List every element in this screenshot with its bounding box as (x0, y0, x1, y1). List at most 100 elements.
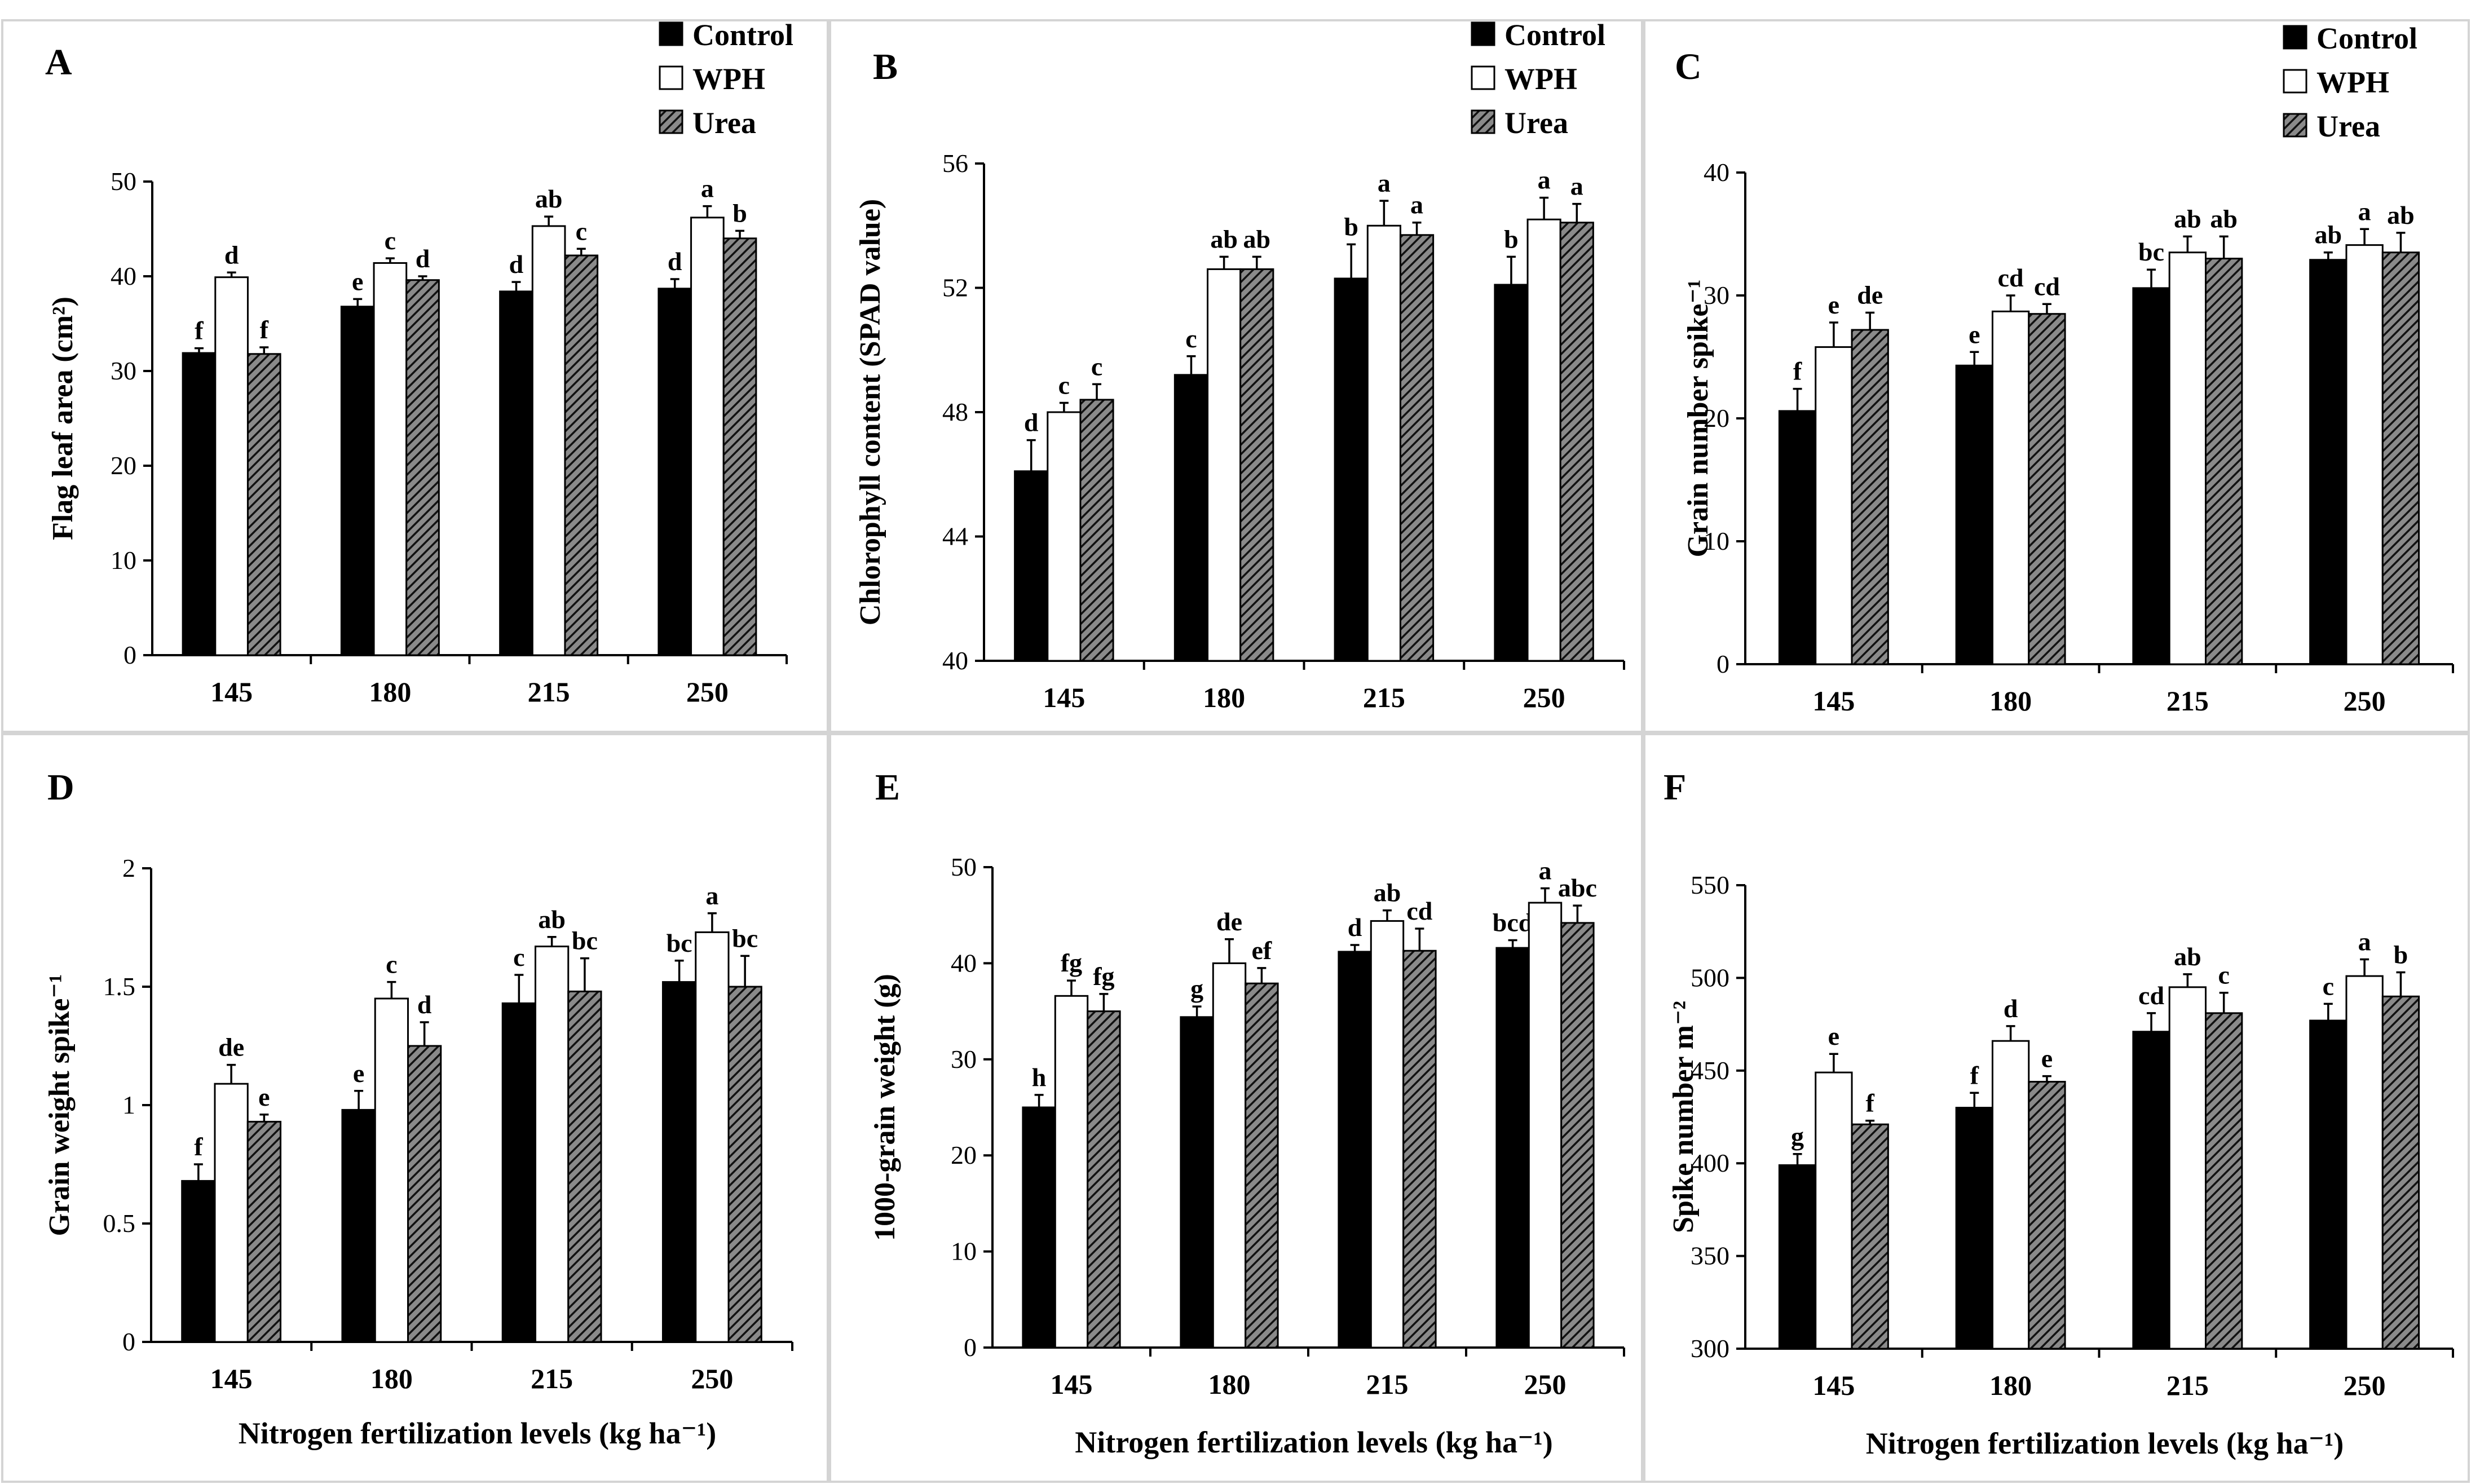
error-bar-e-control-145 (1034, 1094, 1044, 1107)
error-bar-a-urea-145 (259, 346, 269, 354)
error-bar-e-wph-250 (1541, 887, 1550, 903)
legend-swatch-c-wph (2283, 69, 2307, 94)
x-tick-label-d-145: 145 (210, 1363, 253, 1394)
bar-e-wph-250 (1528, 902, 1563, 1349)
error-bar-a-wph-180 (385, 257, 395, 263)
bar-a-control-145 (182, 352, 217, 656)
bar-f-urea-180 (2028, 1081, 2066, 1350)
sig-letter-f-control-180: f (1970, 1061, 1979, 1089)
y-tick-label-a-2: 20 (111, 451, 136, 480)
error-bar-a-urea-215 (576, 248, 586, 256)
error-bar-d-urea-250 (740, 955, 750, 987)
error-bar-a-control-250 (670, 278, 679, 289)
sig-letter-a-wph-250: a (701, 174, 714, 203)
bar-d-urea-215 (567, 990, 602, 1343)
bar-d-urea-180 (407, 1045, 442, 1343)
error-bar-c-wph-180 (2006, 294, 2015, 312)
bar-e-wph-215 (1370, 920, 1405, 1349)
sig-letter-b-control-180: c (1185, 324, 1197, 353)
sig-letter-c-urea-215: ab (2210, 204, 2238, 233)
legend-label-b-wph: WPH (1504, 62, 1577, 96)
bar-c-wph-215 (2168, 251, 2207, 665)
sig-letter-d-wph-250: a (705, 881, 718, 910)
error-bar-a-control-180 (353, 298, 363, 307)
sig-letter-c-wph-180: cd (1998, 263, 2024, 292)
bar-d-wph-215 (534, 946, 570, 1343)
x-axis-label-d: Nitrogen fertilization levels (kg ha⁻¹) (239, 1416, 717, 1450)
x-tick-label-c-145: 145 (1812, 685, 1855, 717)
sig-letter-c-control-180: e (1969, 320, 1980, 348)
panel-frame-d (1, 733, 829, 1483)
error-bar-d-urea-215 (580, 957, 589, 992)
sig-letter-c-wph-250: a (2358, 197, 2371, 226)
y-tick-label-a-3: 30 (111, 356, 136, 385)
x-tick-label-e-250: 250 (1524, 1368, 1567, 1400)
bar-e-urea-145 (1087, 1010, 1121, 1349)
error-bar-c-urea-145 (1865, 311, 1875, 330)
sig-letter-c-urea-250: ab (2387, 201, 2415, 229)
bar-d-urea-250 (727, 986, 762, 1343)
sig-letter-e-urea-215: cd (1406, 896, 1432, 925)
error-bar-d-control-215 (514, 974, 524, 1004)
sig-letter-f-wph-180: d (2004, 994, 2018, 1023)
y-tick-label-e-2: 20 (951, 1141, 977, 1169)
bar-f-control-180 (1955, 1107, 1993, 1350)
bar-b-urea-250 (1559, 222, 1594, 662)
bar-b-control-145 (1014, 470, 1049, 662)
sig-letter-e-wph-215: ab (1374, 878, 1401, 907)
y-tick-label-f-5: 550 (1691, 871, 1729, 899)
sig-letter-e-control-250: bcd (1493, 908, 1533, 937)
y-tick-label-d-4: 2 (122, 854, 135, 882)
legend-label-c-wph: WPH (2316, 65, 2389, 99)
error-bar-c-urea-250 (2396, 232, 2406, 253)
sig-letter-a-control-145: f (195, 316, 204, 345)
bar-e-wph-180 (1212, 962, 1247, 1349)
error-bar-b-control-215 (1347, 243, 1356, 279)
legend-swatch-a-urea (659, 109, 683, 134)
bar-b-control-215 (1334, 277, 1369, 662)
error-bar-c-urea-180 (2042, 303, 2051, 314)
sig-letter-d-wph-145: de (218, 1033, 244, 1062)
y-tick-label-d-3: 1.5 (103, 972, 136, 1001)
chart-panel-e: E 0 10 20 30 40 50 1000-grain weight (g) h fg fg 14… (869, 767, 1625, 1459)
sig-letter-c-control-145: f (1793, 357, 1802, 386)
error-bar-d-urea-145 (259, 1114, 269, 1122)
y-tick-label-c-1: 10 (1704, 527, 1729, 555)
sig-letter-c-wph-215: ab (2174, 204, 2201, 233)
y-tick-label-d-2: 1 (122, 1090, 135, 1119)
bar-b-wph-145 (1047, 411, 1082, 662)
x-tick-label-d-250: 250 (691, 1363, 733, 1394)
bar-c-control-145 (1778, 410, 1817, 665)
bar-a-control-215 (499, 290, 533, 656)
bar-e-urea-250 (1560, 922, 1595, 1349)
error-bar-a-wph-250 (703, 205, 712, 218)
error-bar-f-control-180 (1970, 1092, 1979, 1108)
chart-panel-f: F 300 350 400 450 500 550 Spike number m⁻² g e f 14… (1663, 767, 2454, 1460)
y-tick-label-f-2: 400 (1691, 1149, 1729, 1177)
bar-f-wph-250 (2345, 975, 2384, 1350)
legend-label-a-urea: Urea (692, 106, 756, 140)
x-tick-label-b-250: 250 (1523, 682, 1565, 713)
error-bar-e-urea-145 (1099, 993, 1109, 1012)
bar-a-urea-145 (246, 353, 281, 656)
error-bar-c-urea-215 (2219, 235, 2229, 259)
sig-letter-f-control-250: c (2323, 971, 2334, 1000)
error-bar-f-wph-180 (2006, 1025, 2015, 1041)
sig-letter-a-urea-180: d (416, 244, 430, 273)
bar-b-wph-180 (1207, 268, 1242, 662)
error-bar-b-urea-250 (1572, 202, 1582, 223)
x-tick-label-c-180: 180 (1989, 685, 2032, 717)
sig-letter-e-urea-145: fg (1093, 962, 1114, 991)
error-bar-b-wph-250 (1539, 196, 1549, 220)
panel-frame-e (829, 733, 1643, 1483)
bar-f-wph-145 (1815, 1071, 1853, 1350)
y-tick-label-e-3: 30 (951, 1045, 977, 1074)
bar-c-wph-145 (1815, 346, 1853, 665)
y-tick-label-b-1: 44 (942, 522, 968, 551)
bar-e-urea-180 (1245, 982, 1279, 1349)
y-tick-label-f-3: 450 (1691, 1056, 1729, 1085)
error-bar-f-urea-250 (2396, 971, 2406, 997)
panel-label-b: B (873, 46, 898, 87)
bar-f-control-215 (2132, 1031, 2170, 1350)
